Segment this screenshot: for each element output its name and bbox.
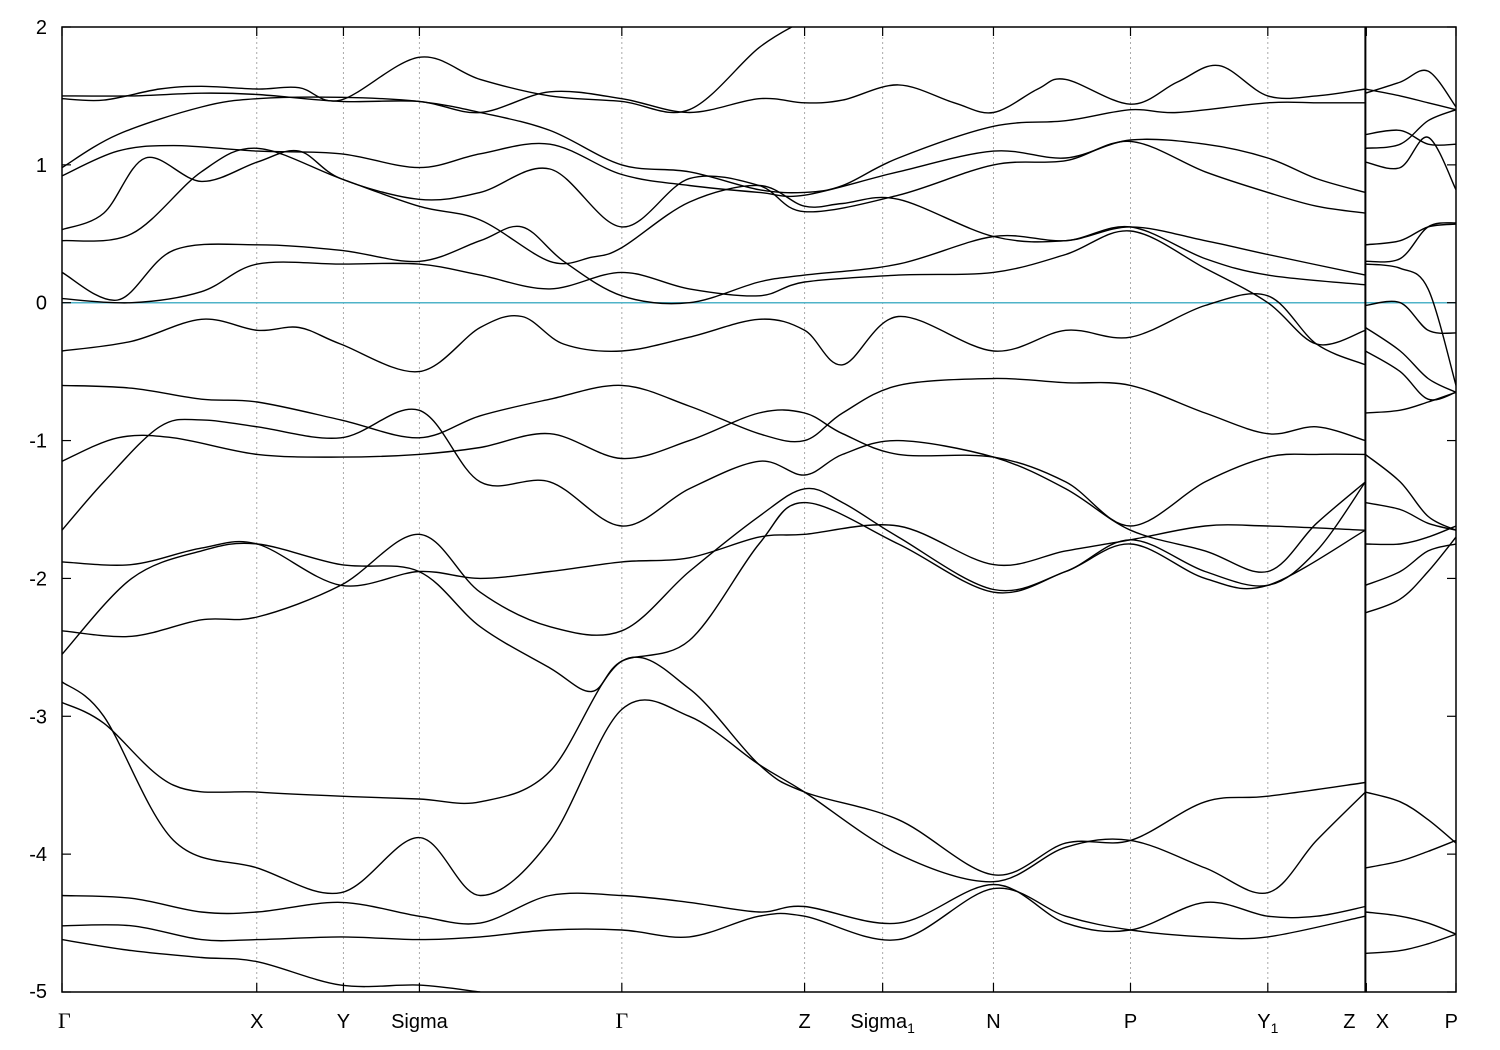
x-tick-label-8: P	[1124, 1011, 1137, 1033]
band-line-2	[62, 96, 1366, 194]
y-tick-label: 0	[36, 293, 47, 315]
y-tick-label: -1	[29, 431, 47, 453]
y-tick-label: 1	[36, 155, 47, 177]
band-line-30	[1365, 350, 1456, 401]
band-line-20	[1365, 88, 1456, 111]
x-tick-label-2: Y	[337, 1011, 350, 1033]
band-line-1	[62, 64, 1366, 114]
band-line-36	[1365, 536, 1456, 614]
band-line-38	[1365, 839, 1456, 869]
band-line-9	[62, 377, 1366, 443]
band-line-32	[1364, 453, 1456, 531]
band-line-10	[62, 409, 1366, 527]
band-line-25	[1365, 223, 1456, 246]
x-tick-label-9: Y1	[1257, 1011, 1278, 1036]
x-tick-label-4: Γ	[615, 1008, 628, 1033]
band-line-33	[1365, 501, 1456, 531]
x-tick-label-11: X	[1376, 1011, 1389, 1033]
band-line-23	[1365, 109, 1456, 149]
x-tick-label-1: X	[250, 1011, 263, 1033]
band-line-35	[1365, 543, 1456, 586]
plot-frame	[61, 26, 1457, 993]
x-tick-label-6: Sigma1	[850, 1011, 915, 1036]
band-line-26	[1365, 222, 1456, 263]
band-line-14	[62, 501, 1366, 693]
y-tick-label: -3	[29, 706, 47, 728]
x-tick-label-10: Z	[1343, 1011, 1355, 1033]
plot-background	[62, 27, 1456, 992]
x-axis: Γ X Y Sigma Γ Z Sigma1 N P Y1 Z X P	[58, 27, 1458, 1036]
band-line-3	[62, 138, 1366, 198]
symmetry-gridlines	[256, 27, 1269, 992]
band-line-37	[1365, 791, 1456, 844]
band-line-11	[62, 408, 1366, 573]
bands	[62, 27, 1456, 992]
y-tick-label: -2	[29, 568, 47, 590]
band-line-18	[62, 887, 1366, 942]
band-line-28	[1365, 300, 1456, 335]
band-line-4	[62, 140, 1366, 231]
y-tick-label: -5	[29, 981, 47, 1003]
band-line-16	[62, 681, 1366, 897]
band-line-6	[62, 225, 1366, 305]
band-line-5	[62, 147, 1366, 276]
x-tick-label-3: Sigma	[391, 1011, 449, 1033]
band-line-34	[1365, 525, 1456, 546]
band-line-8	[62, 292, 1366, 373]
y-tick-label: 2	[36, 17, 47, 39]
y-axis: 2 1 0 -1 -2 -3 -4 -5	[29, 17, 1456, 1003]
band-line-31	[1365, 391, 1456, 414]
band-line-7	[62, 230, 1366, 346]
y-tick-label: -4	[29, 844, 47, 866]
band-line-17	[62, 883, 1366, 933]
band-line-22	[1365, 129, 1456, 146]
x-tick-label-12: P	[1445, 1011, 1458, 1033]
band-line-27	[1365, 263, 1456, 386]
band-line-21	[1365, 69, 1456, 108]
band-line-39	[1365, 911, 1456, 935]
band-line-0	[62, 27, 794, 114]
band-line-40	[1365, 933, 1456, 955]
band-line-24	[1365, 136, 1456, 191]
x-tick-label-7: N	[986, 1011, 1000, 1033]
band-line-13	[62, 481, 1366, 638]
x-tick-label-0: Γ	[58, 1008, 71, 1033]
band-line-29	[1365, 326, 1456, 393]
x-tick-label-5: Z	[798, 1011, 810, 1033]
